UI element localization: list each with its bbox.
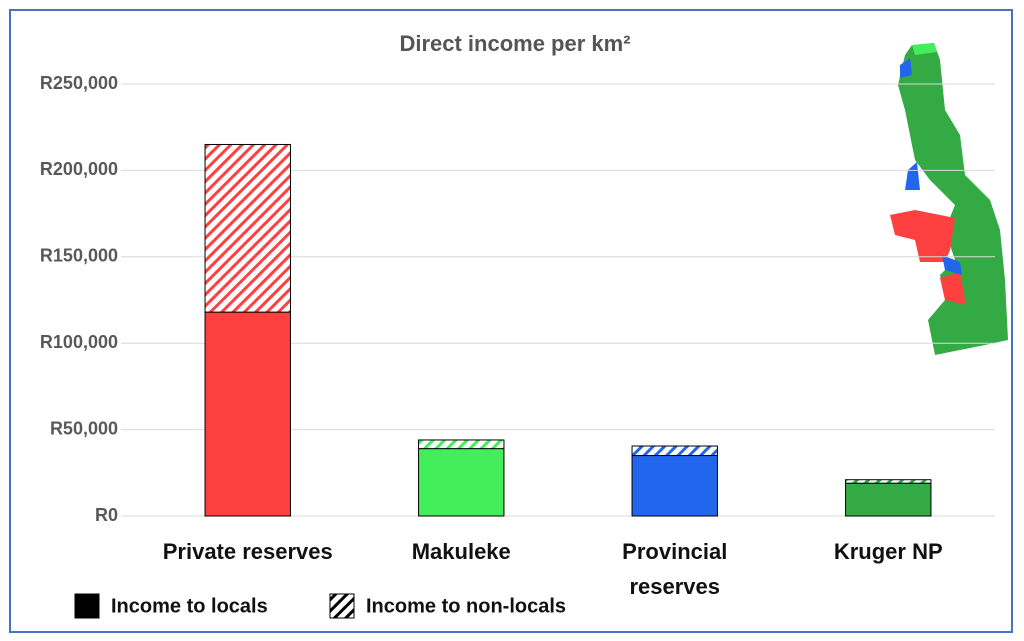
x-tick-label: Provincial reserves — [622, 539, 728, 599]
legend-swatch — [329, 593, 355, 619]
legend-label: Income to locals — [111, 595, 268, 617]
map — [890, 43, 1008, 355]
map-private — [890, 210, 955, 262]
y-tick-label: R200,000 — [40, 159, 118, 179]
x-tick-label: Makuleke — [411, 539, 511, 564]
bar-segment — [845, 479, 932, 484]
x-tick-label: Private reserves — [162, 539, 333, 564]
map-provincial — [942, 255, 962, 275]
chart-title: Direct income per km² — [399, 31, 630, 56]
y-tick-label: R100,000 — [40, 332, 118, 352]
legend-label: Income to non-locals — [366, 595, 566, 617]
x-tick-label: Kruger NP — [833, 539, 943, 564]
y-tick-label: R50,000 — [50, 418, 118, 438]
map-kruger — [898, 43, 1008, 355]
y-tick-label: R250,000 — [40, 73, 118, 93]
chart-frame — [9, 9, 1013, 633]
x-tick-label-box: Kruger NP — [833, 539, 943, 564]
map-provincial — [905, 162, 920, 190]
bar-segment — [631, 445, 718, 457]
bar-segment — [418, 448, 505, 517]
bar-segment — [845, 482, 932, 517]
bar-segment — [204, 143, 291, 313]
map-makuleke — [912, 43, 937, 55]
map-provincial — [900, 58, 912, 78]
y-tick-label: R0 — [95, 505, 118, 525]
bar-segment — [204, 311, 291, 517]
bar-segment — [631, 455, 718, 517]
legend-swatch — [74, 593, 100, 619]
x-tick-label-box: Provincial reserves — [622, 539, 728, 599]
x-tick-label-box: Private reserves — [162, 539, 333, 564]
map-private — [940, 272, 966, 305]
y-tick-label: R150,000 — [40, 246, 118, 266]
bar-segment — [418, 439, 505, 450]
x-tick-label-box: Makuleke — [411, 539, 511, 564]
